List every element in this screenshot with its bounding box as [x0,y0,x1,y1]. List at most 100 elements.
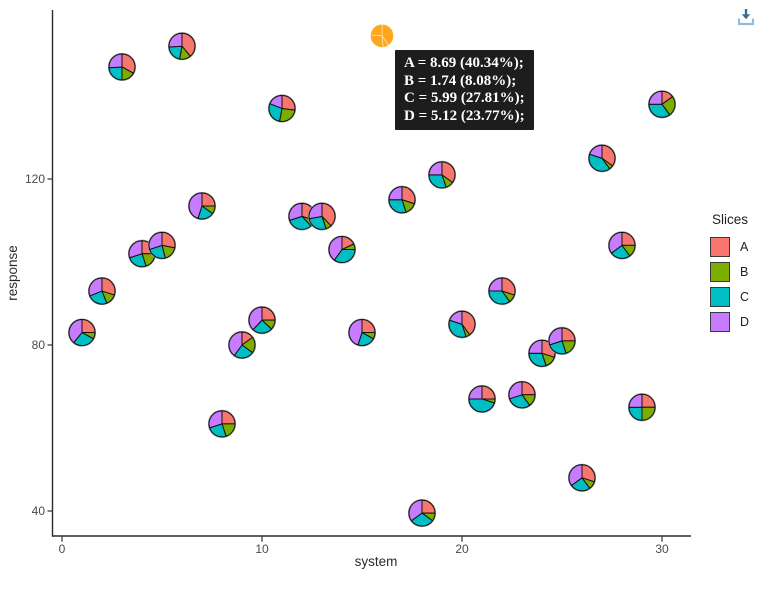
pie-marker[interactable] [547,326,577,355]
pie-marker[interactable] [627,393,657,422]
pie-slice-a [421,499,436,514]
pie-slice-c [648,103,671,118]
pie-marker[interactable] [587,144,617,173]
pie-outline [447,310,477,339]
pie-marker[interactable] [187,191,217,221]
pie-slice-d [288,202,303,221]
pie-marker[interactable] [267,94,297,123]
pie-outline [547,326,577,355]
pie-outline [407,498,437,528]
pie-slice-a [81,319,96,334]
pie-outline [67,318,97,347]
legend-item-c[interactable]: C [710,287,749,307]
pie-slice-a [621,231,636,246]
pie-slice-a [561,327,576,342]
pie-slice-d [68,319,83,344]
pie-slice-d [408,499,423,522]
pie-marker[interactable] [67,318,97,347]
pie-marker[interactable] [107,52,137,82]
pie-marker[interactable] [327,235,357,264]
x-tick-label: 10 [255,542,269,556]
pie-slice-d [248,306,263,331]
pie-slice-d [508,381,523,400]
legend: Slices A B C D [710,212,749,337]
pie-slice-d [468,385,483,400]
pie-marker[interactable] [567,463,597,492]
pie-outline [87,276,117,306]
pie-outline [427,160,457,189]
pie-outline [467,384,497,414]
pie-slice-a [381,23,394,46]
pie-marker[interactable] [427,160,457,189]
pie-marker[interactable] [87,276,117,306]
pie-outline [627,393,657,422]
pie-slice-d [188,192,203,219]
pie-slice-d [128,240,143,259]
pie-marker[interactable] [407,498,437,528]
pie-slice-d [449,310,463,325]
pie-slice-a [321,202,336,227]
tooltip-line-c: C = 5.99 (27.81%); [404,90,525,106]
pie-outline [307,202,337,231]
pie-marker[interactable] [147,231,177,260]
pie-slice-d [370,23,383,37]
pie-slice-c [289,215,312,230]
pie-marker[interactable] [247,306,277,335]
pie-marker[interactable] [647,90,677,119]
pie-marker[interactable] [207,409,237,438]
pie-marker[interactable] [527,339,557,368]
tooltip-line-d: D = 5.12 (23.77%); [404,107,525,124]
download-plot-button[interactable] [733,4,759,30]
pie-outline [647,90,677,119]
x-axis-title: system [354,554,398,569]
pie-slice-a [281,94,296,111]
legend-label-b: B [740,265,749,279]
pie-marker[interactable] [307,202,337,231]
pie-slice-a [641,393,656,408]
pie-marker[interactable] [507,380,537,409]
pie-marker[interactable] [227,330,257,360]
pie-slice-d [108,53,123,69]
x-tick-label: 0 [59,542,66,556]
y-tick-label: 120 [25,172,45,186]
legend-item-a[interactable]: A [710,237,749,257]
pie-slice-d [228,331,243,357]
pie-slice-d [208,410,223,429]
pie-marker[interactable] [167,32,197,61]
legend-item-b[interactable]: B [710,262,749,282]
pie-outline [387,185,417,214]
pie-outline [267,94,297,123]
pie-outline [487,276,517,306]
pie-slice-c [108,66,123,81]
pie-marker[interactable] [487,276,517,306]
legend-swatch-b [710,262,730,282]
y-tick-label: 40 [32,504,46,518]
pie-outline [507,380,537,409]
pie-outline [327,235,357,264]
pie-slice-c [628,406,643,421]
pie-slice-a [441,161,456,183]
pie-slice-c [468,398,495,413]
pie-slice-a [601,144,616,167]
pie-slice-d [308,202,323,220]
pie-marker[interactable] [447,310,477,339]
pie-outline [607,231,637,260]
legend-item-d[interactable]: D [710,312,749,332]
hover-tooltip: A = 8.69 (40.34%); B = 1.74 (8.08%); C =… [395,50,534,130]
pie-slice-a [221,410,236,425]
pie-slice-d [168,32,183,48]
pie-slice-c [168,45,183,60]
pie-marker[interactable] [607,231,637,260]
pie-marker-hovered[interactable] [370,23,394,48]
pie-marker[interactable] [387,185,417,214]
pie-slice-d [548,327,563,346]
pie-slice-d [568,464,583,486]
pie-marker[interactable] [347,318,377,347]
pie-slice-a [461,310,476,336]
pie-slice-d [148,231,163,250]
pie-slice-a [261,306,276,321]
pie-outline [227,330,257,360]
pie-marker[interactable] [467,384,497,414]
pie-slice-c [588,153,611,172]
